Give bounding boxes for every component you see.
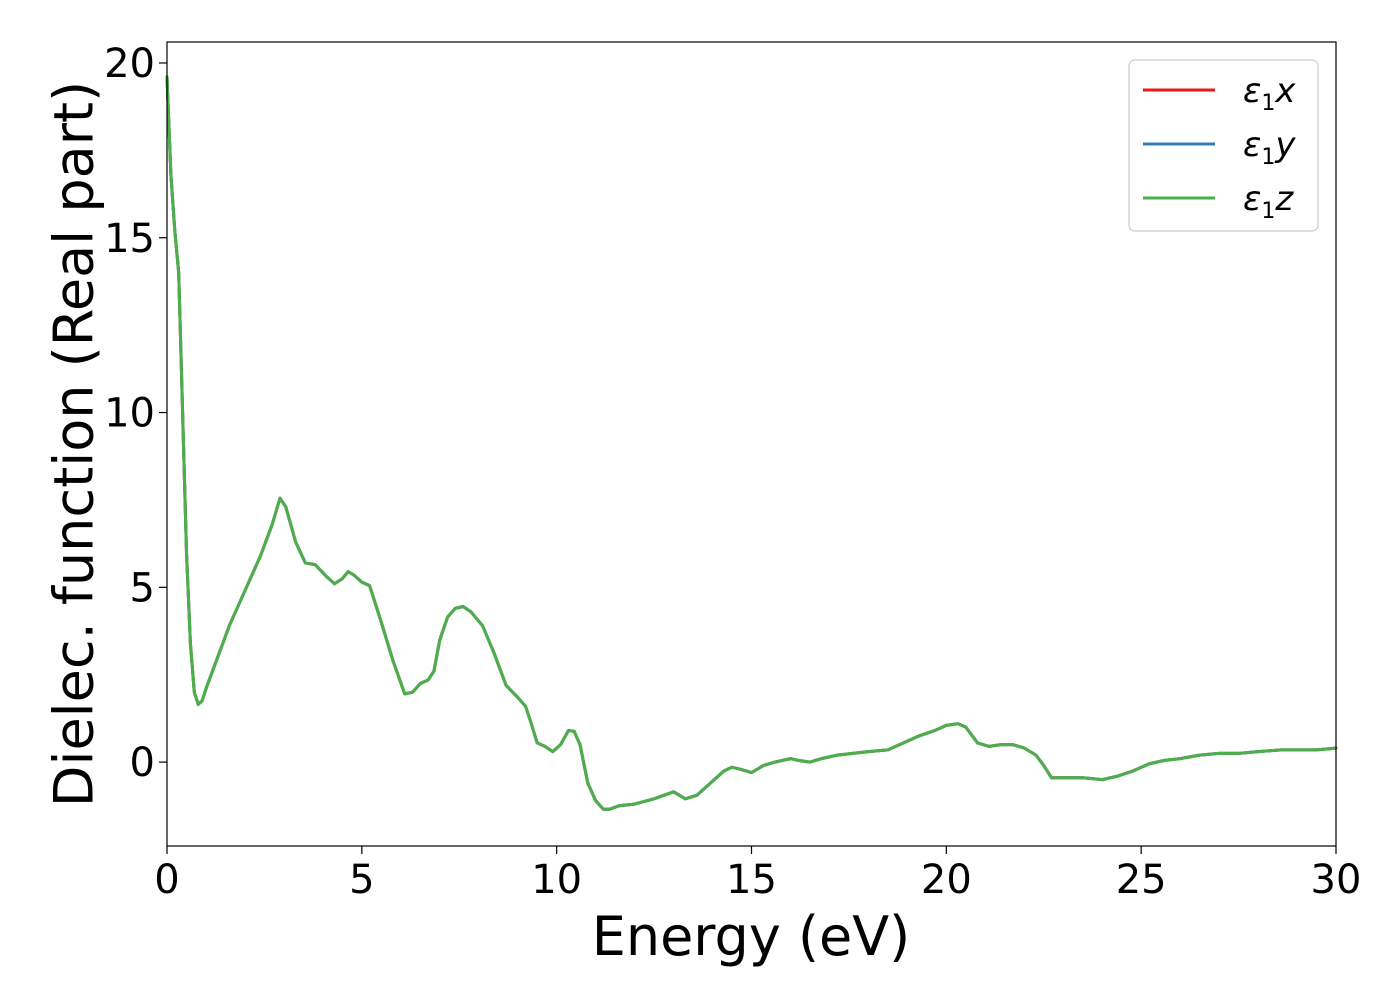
y-axis-ticks: 0 5 10 15 20 [104,41,167,786]
x-axis-title: Energy (eV) [592,905,911,968]
y-tick-label: 20 [104,41,155,87]
y-axis-title: Dielec. function (Real part) [43,81,106,807]
x-axis-ticks: 0 5 10 15 20 25 30 [154,846,1361,903]
legend-label-y: ε1y [1243,125,1296,170]
series-line-z [165,75,1338,811]
y-tick-label: 15 [104,216,155,262]
y-tick-label: 10 [104,391,155,437]
legend-label-z: ε1z [1243,179,1294,224]
legend-box [1128,59,1319,232]
x-tick-label: 15 [726,857,777,903]
legend-label-x: ε1x [1243,71,1296,116]
x-tick-label: 0 [154,857,179,903]
legend: ε1x ε1y ε1z [1128,59,1319,232]
x-tick-label: 5 [349,857,374,903]
x-tick-label: 20 [921,857,972,903]
x-tick-label: 30 [1311,857,1362,903]
series-layer [165,75,1338,811]
y-tick-label: 0 [130,740,155,786]
y-tick-label: 5 [130,565,155,611]
x-tick-label: 25 [1116,857,1167,903]
x-tick-label: 10 [531,857,582,903]
